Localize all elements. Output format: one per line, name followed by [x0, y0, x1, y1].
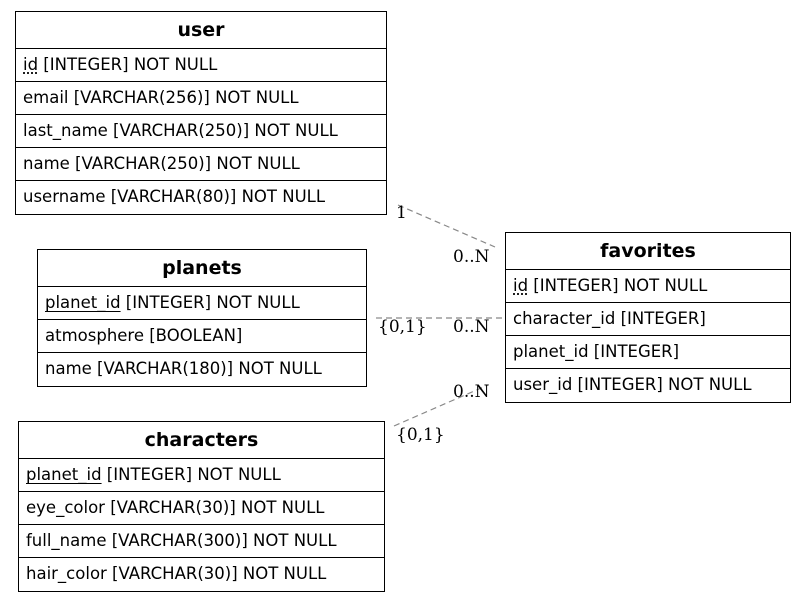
entity-title: planets: [38, 250, 366, 287]
field-row: last_name [VARCHAR(250)] NOT NULL: [16, 115, 386, 148]
field-row: hair_color [VARCHAR(30)] NOT NULL: [19, 558, 384, 591]
field-type: [INTEGER] NOT NULL: [120, 293, 300, 312]
field-row: planet_id [INTEGER] NOT NULL: [38, 287, 366, 320]
field-row: user_id [INTEGER] NOT NULL: [506, 369, 790, 402]
field-text: full_name [VARCHAR(300)] NOT NULL: [26, 531, 337, 550]
primary-key: id: [513, 276, 529, 295]
entity-planets[interactable]: planets planet_id [INTEGER] NOT NULL atm…: [37, 249, 367, 387]
field-text: atmosphere [BOOLEAN]: [45, 326, 243, 345]
primary-key: planet_id: [26, 465, 102, 484]
field-text: email [VARCHAR(256)] NOT NULL: [23, 88, 299, 107]
field-text: eye_color [VARCHAR(30)] NOT NULL: [26, 498, 325, 517]
field-row: character_id [INTEGER]: [506, 303, 790, 336]
edge-user-favorites: [397, 204, 496, 248]
entity-user[interactable]: user id [INTEGER] NOT NULL email [VARCHA…: [15, 11, 387, 215]
field-row: id [INTEGER] NOT NULL: [16, 49, 386, 82]
field-text: username [VARCHAR(80)] NOT NULL: [23, 187, 326, 206]
field-row: email [VARCHAR(256)] NOT NULL: [16, 82, 386, 115]
field-text: user_id [INTEGER] NOT NULL: [513, 375, 752, 394]
field-row: atmosphere [BOOLEAN]: [38, 320, 366, 353]
entity-title: characters: [19, 422, 384, 459]
entity-title: favorites: [506, 233, 790, 270]
field-text: character_id [INTEGER]: [513, 309, 706, 328]
card-favorites-characters-side: 0..N: [453, 382, 490, 402]
card-characters-side: {0,1}: [396, 425, 445, 445]
field-text: name [VARCHAR(180)] NOT NULL: [45, 359, 322, 378]
field-row: name [VARCHAR(250)] NOT NULL: [16, 148, 386, 181]
edge-characters-favorites: [393, 384, 489, 427]
field-row: eye_color [VARCHAR(30)] NOT NULL: [19, 492, 384, 525]
card-favorites-planets-side: 0..N: [453, 317, 490, 337]
entity-favorites[interactable]: favorites id [INTEGER] NOT NULL characte…: [505, 232, 791, 403]
entity-title: user: [16, 12, 386, 49]
primary-key: id: [23, 55, 39, 74]
primary-key: planet_id: [45, 293, 121, 312]
field-row: username [VARCHAR(80)] NOT NULL: [16, 181, 386, 214]
field-row: planet_id [INTEGER]: [506, 336, 790, 369]
field-type: [INTEGER] NOT NULL: [38, 55, 218, 74]
field-text: name [VARCHAR(250)] NOT NULL: [23, 154, 300, 173]
field-type: [INTEGER] NOT NULL: [528, 276, 708, 295]
card-user-side: 1: [396, 203, 407, 223]
entity-characters[interactable]: characters planet_id [INTEGER] NOT NULL …: [18, 421, 385, 592]
field-row: id [INTEGER] NOT NULL: [506, 270, 790, 303]
field-text: planet_id [INTEGER]: [513, 342, 680, 361]
card-favorites-user-side: 0..N: [453, 247, 490, 267]
field-text: last_name [VARCHAR(250)] NOT NULL: [23, 121, 338, 140]
card-planets-side: {0,1}: [378, 317, 427, 337]
field-row: name [VARCHAR(180)] NOT NULL: [38, 353, 366, 386]
field-row: full_name [VARCHAR(300)] NOT NULL: [19, 525, 384, 558]
field-row: planet_id [INTEGER] NOT NULL: [19, 459, 384, 492]
field-text: hair_color [VARCHAR(30)] NOT NULL: [26, 564, 327, 583]
field-type: [INTEGER] NOT NULL: [101, 465, 281, 484]
